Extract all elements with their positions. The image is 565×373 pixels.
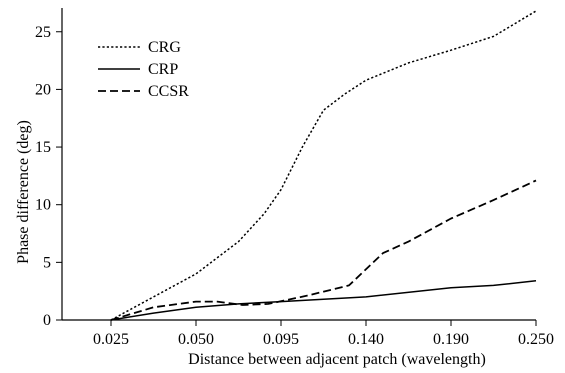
y-axis-label: Phase difference (deg): [15, 120, 32, 264]
series-line-ccsr: [110, 179, 537, 321]
legend-label-crg: CRG: [148, 39, 181, 56]
series-line-crg: [110, 10, 537, 321]
y-tick-label: 15: [35, 139, 51, 156]
series-line-crp: [110, 280, 537, 321]
legend: CRG CRP CCSR: [98, 39, 189, 100]
x-tick-label: 0.140: [348, 331, 384, 348]
x-tick-label: 0.250: [518, 331, 554, 348]
series-lines: [110, 10, 537, 321]
tick-marks: 0 5 10 15 20 25 0.025 0.050 0.095 0.140 0.190 0.250: [35, 24, 554, 348]
x-tick-label: 0.025: [93, 331, 129, 348]
legend-label-crp: CRP: [148, 61, 178, 78]
y-tick-label: 5: [43, 254, 51, 271]
y-tick-label: 20: [35, 81, 51, 98]
y-tick-label: 10: [35, 197, 51, 214]
y-tick-label: 0: [43, 312, 51, 329]
x-tick-label: 0.190: [433, 331, 469, 348]
y-tick-label: 25: [35, 24, 51, 41]
axes: [61, 8, 536, 321]
x-tick-label: 0.095: [263, 331, 299, 348]
x-tick-label: 0.050: [178, 331, 214, 348]
legend-label-ccsr: CCSR: [148, 83, 189, 100]
x-axis-label: Distance between adjacent patch (wavelen…: [188, 351, 486, 368]
